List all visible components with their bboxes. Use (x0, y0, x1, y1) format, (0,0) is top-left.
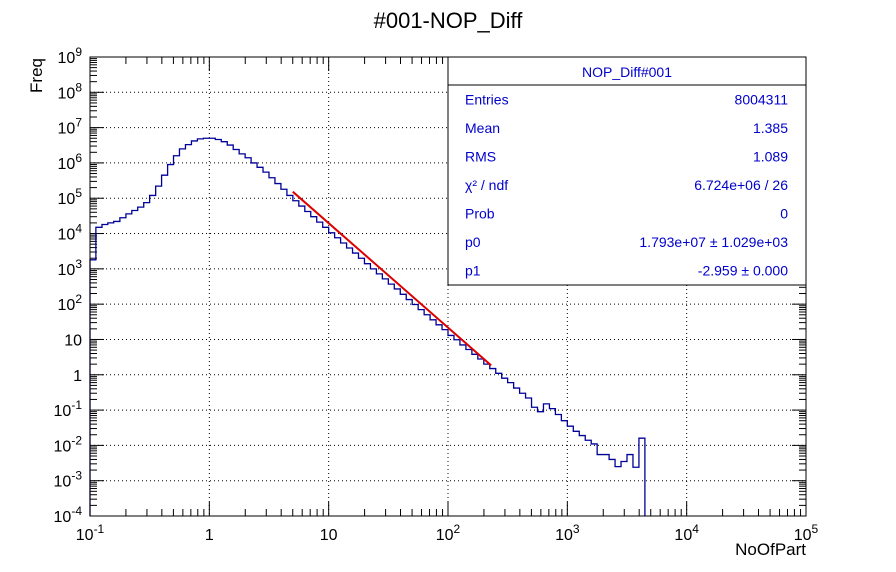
x-tick-label: 105 (794, 522, 819, 544)
stats-row-label: Prob (465, 206, 495, 222)
stats-box-frame (447, 56, 807, 286)
stats-row-value: 1.089 (753, 148, 788, 164)
y-tick-label: 10-3 (54, 469, 83, 491)
x-tick-label: 1 (205, 527, 214, 544)
y-tick-label: 109 (58, 45, 83, 67)
fit-line (292, 190, 492, 367)
histogram-layer (89, 137, 646, 516)
stats-row-label: p1 (465, 263, 481, 279)
chart-title: #001-NOP_Diff (374, 8, 524, 33)
x-axis-label: NoOfPart (735, 540, 806, 559)
stats-row-value: 1.385 (753, 120, 788, 136)
stats-row-label: RMS (465, 148, 496, 164)
stats-box-rows: Entries 8004311 Mean 1.385 RMS 1.089 χ² / ndf 6… (465, 91, 788, 278)
histogram-line (89, 137, 646, 516)
x-tick-label: 102 (436, 522, 461, 544)
stats-row-value: 8004311 (735, 91, 789, 107)
x-tick-label: 104 (674, 522, 699, 544)
x-tick-labels: 10-1 1 10 102 103 104 105 (76, 522, 819, 544)
stats-row-value: 0 (780, 206, 788, 222)
y-tick-label: 102 (58, 292, 83, 314)
y-tick-label: 10-2 (54, 433, 83, 455)
stats-row-value: 6.724e+06 / 26 (694, 177, 788, 193)
stats-box-title: NOP_Diff#001 (582, 64, 672, 80)
y-tick-label: 106 (58, 151, 83, 173)
y-tick-label: 108 (58, 80, 83, 102)
y-tick-label: 105 (58, 186, 83, 208)
x-tick-label: 10-1 (76, 522, 105, 544)
y-tick-label: 1 (73, 368, 82, 385)
stats-row-value: 1.793e+07 ± 1.029e+03 (639, 234, 788, 250)
y-tick-label: 10 (64, 332, 82, 349)
y-tick-label: 10-1 (54, 398, 83, 420)
fit-layer (292, 190, 492, 367)
y-tick-labels: 10910810710610510410310210110-110-210-31… (54, 45, 83, 526)
stats-row-value: -2.959 ± 0.000 (698, 263, 788, 279)
stats-row-label: Entries (465, 91, 509, 107)
y-tick-label: 10-4 (54, 504, 83, 526)
y-tick-label: 103 (58, 257, 83, 279)
stats-row-label: p0 (465, 234, 481, 250)
y-axis-label: Freq (27, 58, 46, 93)
stats-row-label: Mean (465, 120, 500, 136)
stats-box: NOP_Diff#001 Entries 8004311 Mean 1.385 RMS 1… (447, 56, 807, 286)
x-tick-label: 10 (320, 527, 338, 544)
y-tick-label: 107 (58, 116, 83, 138)
x-tick-label: 103 (555, 522, 580, 544)
stats-row-label: χ² / ndf (465, 177, 508, 193)
y-tick-label: 104 (58, 222, 83, 244)
